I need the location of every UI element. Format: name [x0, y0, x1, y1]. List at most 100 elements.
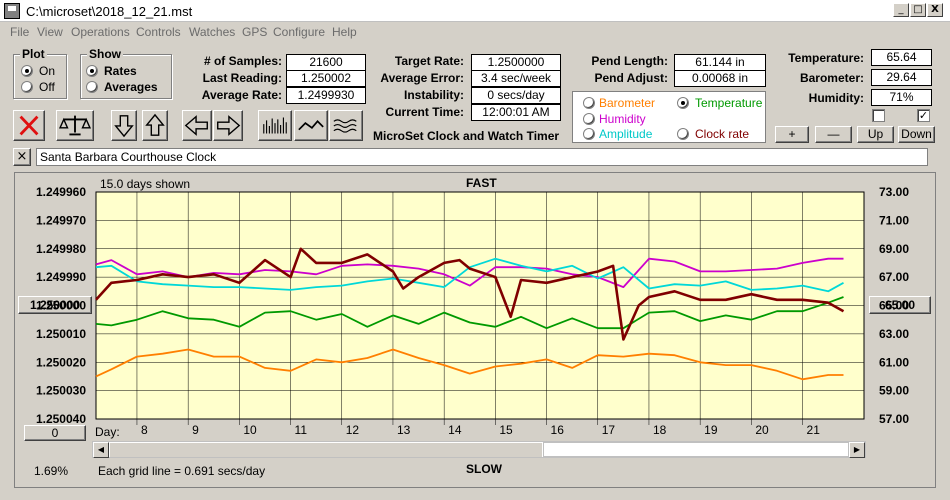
y-left-tick-label: 1.249970 — [36, 213, 86, 227]
menu-file[interactable]: File — [10, 25, 30, 39]
down-button[interactable]: Down — [898, 126, 935, 143]
menu-configure[interactable]: Configure — [273, 25, 326, 39]
current-time-label: Current Time: — [385, 105, 464, 119]
line-graph-icon — [298, 120, 324, 131]
humidity-value: 71% — [871, 89, 932, 106]
menu-controls[interactable]: Controls — [136, 25, 181, 39]
amplitude-option-label[interactable]: Amplitude — [599, 127, 653, 141]
x-tick-label: 19 — [704, 423, 718, 437]
temperature-option-label[interactable]: Temperature — [695, 96, 763, 110]
plot-group-title: Plot — [20, 47, 47, 61]
maximize-button[interactable]: □ — [910, 3, 926, 17]
balance-button[interactable] — [56, 110, 94, 141]
y-right-tick-label: 65.00 — [879, 299, 909, 313]
scroll-track[interactable] — [110, 443, 542, 457]
environment-checkbox-1[interactable] — [872, 109, 885, 122]
x-tick-label: 20 — [755, 423, 769, 437]
sensor-select-box: Barometer Temperature Humidity Amplitude… — [572, 91, 766, 143]
y-right-tick-label: 61.00 — [879, 355, 909, 369]
slow-label: SLOW — [466, 462, 502, 476]
clockrate-option-label[interactable]: Clock rate — [695, 127, 750, 141]
pend-adjust-label: Pend Adjust: — [594, 71, 668, 85]
title-bar: C:\microset\2018_12_21.mst _ □ X — [0, 0, 950, 22]
y-right-tick-label: 57.00 — [879, 412, 909, 426]
minus-button[interactable]: — — [815, 126, 852, 143]
scroll-right-arrow[interactable]: ▶ — [849, 442, 865, 458]
bar-graph-button[interactable] — [258, 110, 292, 141]
y-left-tick-label: 1.249960 — [36, 185, 86, 199]
balance-scale-icon — [58, 115, 92, 136]
stop-x-icon — [19, 115, 39, 136]
instability-value: 0 secs/day — [471, 87, 561, 104]
scroll-thumb[interactable] — [543, 442, 849, 457]
last-reading-value: 1.250002 — [286, 70, 366, 87]
clear-name-button[interactable]: × — [13, 148, 31, 166]
plot-on-label[interactable]: On — [39, 64, 56, 78]
last-reading-label: Last Reading: — [202, 71, 282, 85]
menu-watches[interactable]: Watches — [189, 25, 236, 39]
plus-button[interactable]: + — [775, 126, 809, 143]
stop-button[interactable] — [13, 110, 45, 141]
pend-length-label: Pend Length: — [591, 54, 668, 68]
pend-adjust-value: 0.00068 in — [674, 70, 766, 87]
horizontal-scrollbar[interactable]: ◀ ▶ — [92, 441, 866, 458]
y-right-tick-label: 63.00 — [879, 327, 909, 341]
menu-view[interactable]: View — [37, 25, 63, 39]
center-temp-button[interactable]: 65.00 — [869, 296, 931, 314]
minimize-button[interactable]: _ — [893, 3, 909, 17]
humidity-option-label[interactable]: Humidity — [599, 112, 646, 126]
scroll-left-arrow[interactable]: ◀ — [93, 442, 109, 458]
graph-panel — [14, 172, 936, 488]
menu-help[interactable]: Help — [332, 25, 357, 39]
arrow-right-button[interactable] — [213, 110, 243, 141]
plot-off-radio[interactable] — [21, 81, 33, 93]
show-group-title: Show — [87, 47, 123, 61]
barometer-radio[interactable] — [583, 97, 595, 109]
y-right-tick-label: 73.00 — [879, 185, 909, 199]
y-left-tick-label: 1.250040 — [36, 412, 86, 426]
menu-bar: File View Operations Controls Watches GP… — [0, 23, 950, 41]
target-rate-label: Target Rate: — [394, 54, 464, 68]
clock-name-input[interactable]: Santa Barbara Courthouse Clock — [36, 148, 928, 166]
barometer-label: Barometer: — [799, 71, 864, 85]
y-right-tick-label: 59.00 — [879, 384, 909, 398]
plot-on-radio[interactable] — [21, 65, 33, 77]
instability-label: Instability: — [403, 88, 464, 102]
arrow-down-button[interactable] — [111, 110, 137, 141]
show-averages-label[interactable]: Averages — [104, 80, 158, 94]
wave-graph-button[interactable] — [329, 110, 363, 141]
arrow-down-icon — [114, 115, 134, 138]
arrow-up-button[interactable] — [142, 110, 168, 141]
day-axis-label: Day: — [95, 425, 120, 439]
zero-button[interactable]: 0 — [24, 425, 86, 441]
percent-label: 1.69% — [34, 464, 69, 478]
y-left-tick-label: 1.250020 — [36, 355, 86, 369]
center-rate-button[interactable]: 1.250000 — [18, 296, 92, 314]
series-barometer — [95, 348, 844, 381]
environment-checkbox-2[interactable]: ✓ — [917, 109, 930, 122]
pend-length-value: 61.144 in — [674, 54, 766, 71]
line-graph-button[interactable] — [294, 110, 328, 141]
close-button[interactable]: X — [927, 3, 943, 17]
x-tick-label: 18 — [653, 423, 667, 437]
menu-operations[interactable]: Operations — [71, 25, 130, 39]
amplitude-radio[interactable] — [583, 128, 595, 140]
series-temperature — [95, 296, 844, 330]
temperature-radio[interactable] — [677, 97, 689, 109]
show-rates-label[interactable]: Rates — [104, 64, 137, 78]
up-button[interactable]: Up — [857, 126, 894, 143]
clockrate-radio[interactable] — [677, 128, 689, 140]
arrow-up-icon — [145, 113, 165, 136]
current-time-value: 12:00:01 AM — [471, 104, 561, 121]
show-averages-radio[interactable] — [86, 81, 98, 93]
humidity-radio[interactable] — [583, 113, 595, 125]
series-clock-rate — [95, 247, 845, 341]
arrow-left-button[interactable] — [182, 110, 212, 141]
show-rates-radio[interactable] — [86, 65, 98, 77]
app-icon[interactable] — [4, 3, 20, 19]
menu-gps[interactable]: GPS — [242, 25, 268, 39]
show-group: Show Rates Averages — [80, 47, 172, 99]
barometer-option-label[interactable]: Barometer — [599, 96, 656, 110]
plot-off-label[interactable]: Off — [39, 80, 55, 94]
